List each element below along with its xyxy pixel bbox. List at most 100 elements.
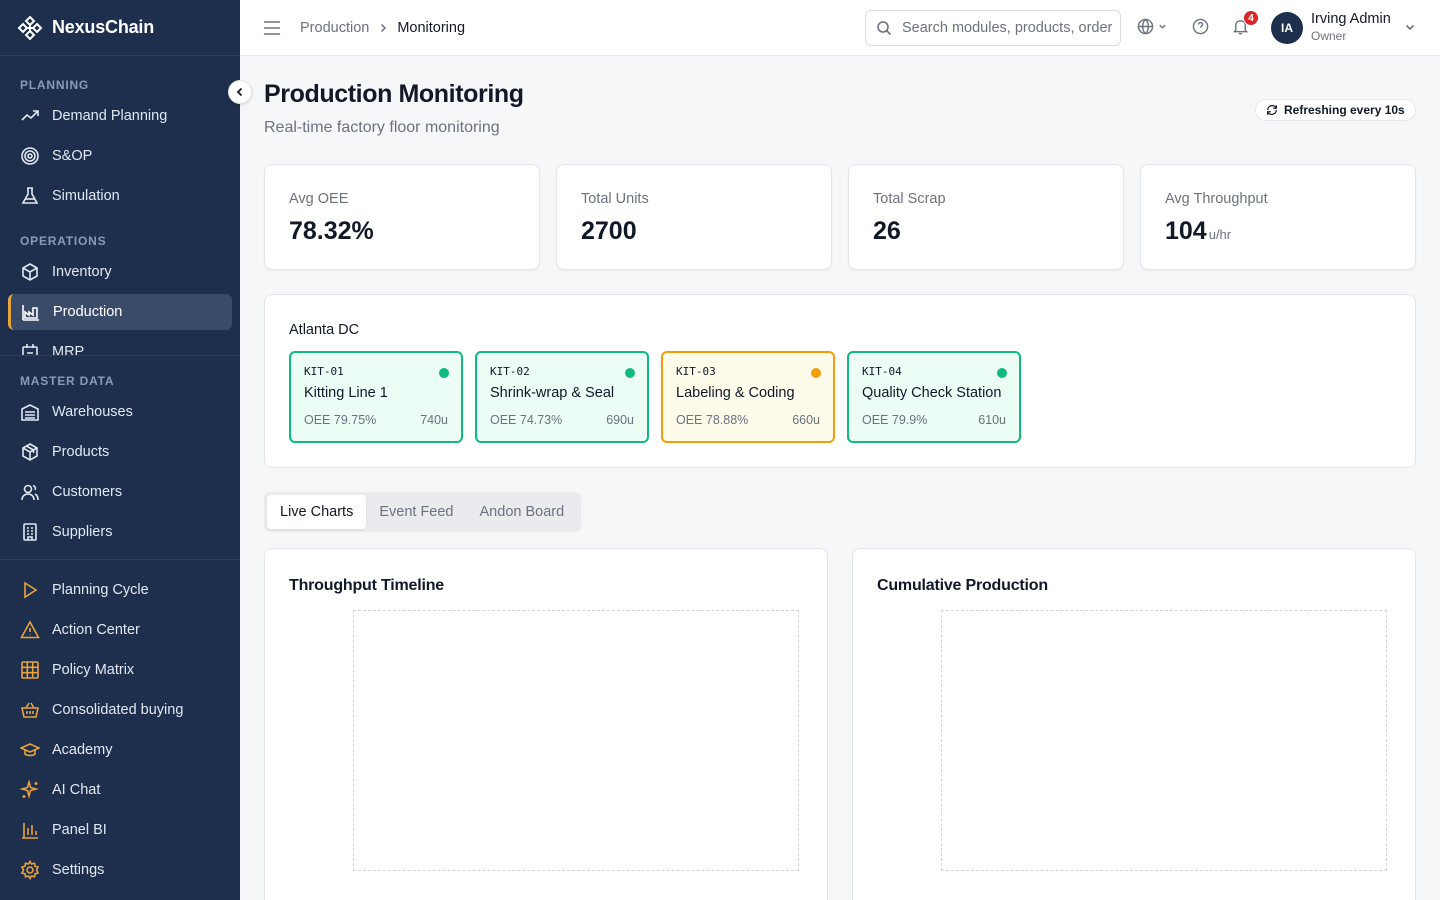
sidebar-item-warehouses[interactable]: Warehouses	[8, 394, 232, 430]
brand[interactable]: NexusChain	[0, 0, 240, 56]
line-name: Labeling & Coding	[676, 385, 795, 401]
line-units: 610u	[978, 413, 1006, 427]
breadcrumb-parent[interactable]: Production	[300, 19, 370, 36]
line-code: KIT-04	[862, 365, 902, 378]
sidebar-item-sop[interactable]: S&OP	[8, 138, 232, 174]
warehouse-icon	[20, 402, 40, 422]
line-name: Kitting Line 1	[304, 385, 388, 401]
sidebar-item-inventory[interactable]: Inventory	[8, 254, 232, 290]
menu-toggle-button[interactable]	[262, 18, 282, 38]
line-name: Shrink-wrap & Seal	[490, 385, 615, 401]
sidebar-collapse-button[interactable]	[228, 80, 252, 104]
sidebar-item-label: Action Center	[52, 622, 140, 638]
line-units: 690u	[606, 413, 634, 427]
sidebar-item-label: Production	[53, 304, 123, 320]
line-stats: OEE 74.73% 690u	[490, 413, 634, 427]
play-icon	[20, 580, 40, 600]
line-card-kit-03[interactable]: KIT-03 Labeling & Coding OEE 78.88% 660u	[661, 351, 835, 443]
sidebar-divider	[0, 355, 240, 356]
alert-triangle-icon	[20, 620, 40, 640]
tab-event-feed[interactable]: Event Feed	[379, 504, 454, 520]
sidebar-item-policy-matrix[interactable]: Policy Matrix	[8, 652, 232, 688]
kpi-card-avg-oee: Avg OEE 78.32%	[264, 164, 540, 270]
sidebar-item-simulation[interactable]: Simulation	[8, 178, 232, 214]
line-oee: OEE 74.73%	[490, 413, 563, 427]
kpi-card-total-scrap: Total Scrap 26	[848, 164, 1124, 270]
calculator-icon	[20, 342, 40, 356]
line-stats: OEE 79.75% 740u	[304, 413, 448, 427]
graduation-cap-icon	[20, 740, 40, 760]
line-card-kit-02[interactable]: KIT-02 Shrink-wrap & Seal OEE 74.73% 690…	[475, 351, 649, 443]
sparkles-icon	[20, 780, 40, 800]
sidebar-item-products[interactable]: Products	[8, 434, 232, 470]
tab-andon-board[interactable]: Andon Board	[479, 504, 565, 520]
help-button[interactable]	[1192, 18, 1209, 35]
kpi-unit: u/hr	[1208, 227, 1232, 242]
sidebar-item-action-center[interactable]: Action Center	[8, 612, 232, 648]
sidebar-item-label: Academy	[52, 742, 113, 758]
sidebar-item-mrp[interactable]: MRP	[8, 334, 232, 356]
kpi-label: Avg Throughput	[1165, 191, 1268, 207]
sidebar-item-demand-planning[interactable]: Demand Planning	[8, 98, 232, 134]
bell-icon	[1232, 18, 1249, 35]
sidebar-item-ai-chat[interactable]: AI Chat	[8, 772, 232, 808]
status-dot	[811, 368, 821, 378]
line-card-kit-04[interactable]: KIT-04 Quality Check Station OEE 79.9% 6…	[847, 351, 1021, 443]
avatar[interactable]: IA	[1271, 12, 1303, 44]
search-icon	[876, 20, 892, 36]
sidebar-item-label: Inventory	[52, 264, 112, 280]
target-icon	[20, 146, 40, 166]
nav-heading-planning: PLANNING	[20, 78, 90, 92]
line-oee: OEE 78.88%	[676, 413, 749, 427]
sidebar-item-consolidated-buying[interactable]: Consolidated buying	[8, 692, 232, 728]
search-box[interactable]	[865, 10, 1121, 46]
sidebar-item-label: Settings	[52, 862, 105, 878]
user-role: Owner	[1311, 29, 1347, 43]
tab-live-charts[interactable]: Live Charts	[267, 495, 367, 529]
factory-icon	[21, 302, 41, 322]
grid-icon	[20, 660, 40, 680]
user-menu[interactable]: Irving Admin Owner	[1311, 11, 1391, 43]
line-code: KIT-02	[490, 365, 530, 378]
sidebar-item-panel-bi[interactable]: Panel BI	[8, 812, 232, 848]
sidebar-item-label: Warehouses	[52, 404, 133, 420]
line-units: 660u	[792, 413, 820, 427]
line-oee: OEE 79.9%	[862, 413, 928, 427]
sidebar-item-label: Simulation	[52, 188, 120, 204]
sidebar-item-planning-cycle[interactable]: Planning Cycle	[8, 572, 232, 608]
sidebar-item-production[interactable]: Production	[8, 294, 232, 330]
kpi-value-text: 26	[873, 217, 901, 245]
kpi-value: 2700	[581, 217, 831, 246]
kpi-value-text: 78.32%	[289, 217, 374, 245]
sidebar-divider	[0, 559, 240, 560]
sidebar-item-label: Suppliers	[52, 524, 113, 540]
view-tabs: Live Charts Event Feed Andon Board	[264, 492, 581, 532]
sidebar-item-suppliers[interactable]: Suppliers	[8, 514, 232, 550]
sidebar-item-label: AI Chat	[52, 782, 101, 798]
refresh-icon	[1267, 104, 1277, 116]
chevron-down-icon[interactable]	[1404, 20, 1416, 38]
kpi-value-text: 104	[1165, 217, 1207, 245]
search-input[interactable]	[902, 20, 1112, 36]
notification-badge: 4	[1243, 10, 1259, 26]
nav-section-operations: OPERATIONS Inventory Production MRP	[0, 220, 240, 356]
building-icon	[20, 522, 40, 542]
language-selector[interactable]	[1137, 18, 1167, 35]
notifications-button[interactable]	[1232, 18, 1249, 35]
line-card-kit-01[interactable]: KIT-01 Kitting Line 1 OEE 79.75% 740u	[289, 351, 463, 443]
chevron-left-icon	[234, 86, 246, 98]
line-code: KIT-01	[304, 365, 344, 378]
sidebar-item-customers[interactable]: Customers	[8, 474, 232, 510]
sidebar-item-settings[interactable]: Settings	[8, 852, 232, 888]
sidebar-item-academy[interactable]: Academy	[8, 732, 232, 768]
site-name: Atlanta DC	[289, 322, 360, 338]
hamburger-icon	[263, 20, 281, 35]
nexuschain-logo-icon	[16, 14, 44, 42]
line-stats: OEE 79.9% 610u	[862, 413, 1006, 427]
bar-chart-icon	[20, 820, 40, 840]
line-stats: OEE 78.88% 660u	[676, 413, 820, 427]
breadcrumb: Production Monitoring	[300, 20, 465, 36]
package-icon	[20, 442, 40, 462]
line-units: 740u	[420, 413, 448, 427]
sidebar-item-label: Customers	[52, 484, 123, 500]
